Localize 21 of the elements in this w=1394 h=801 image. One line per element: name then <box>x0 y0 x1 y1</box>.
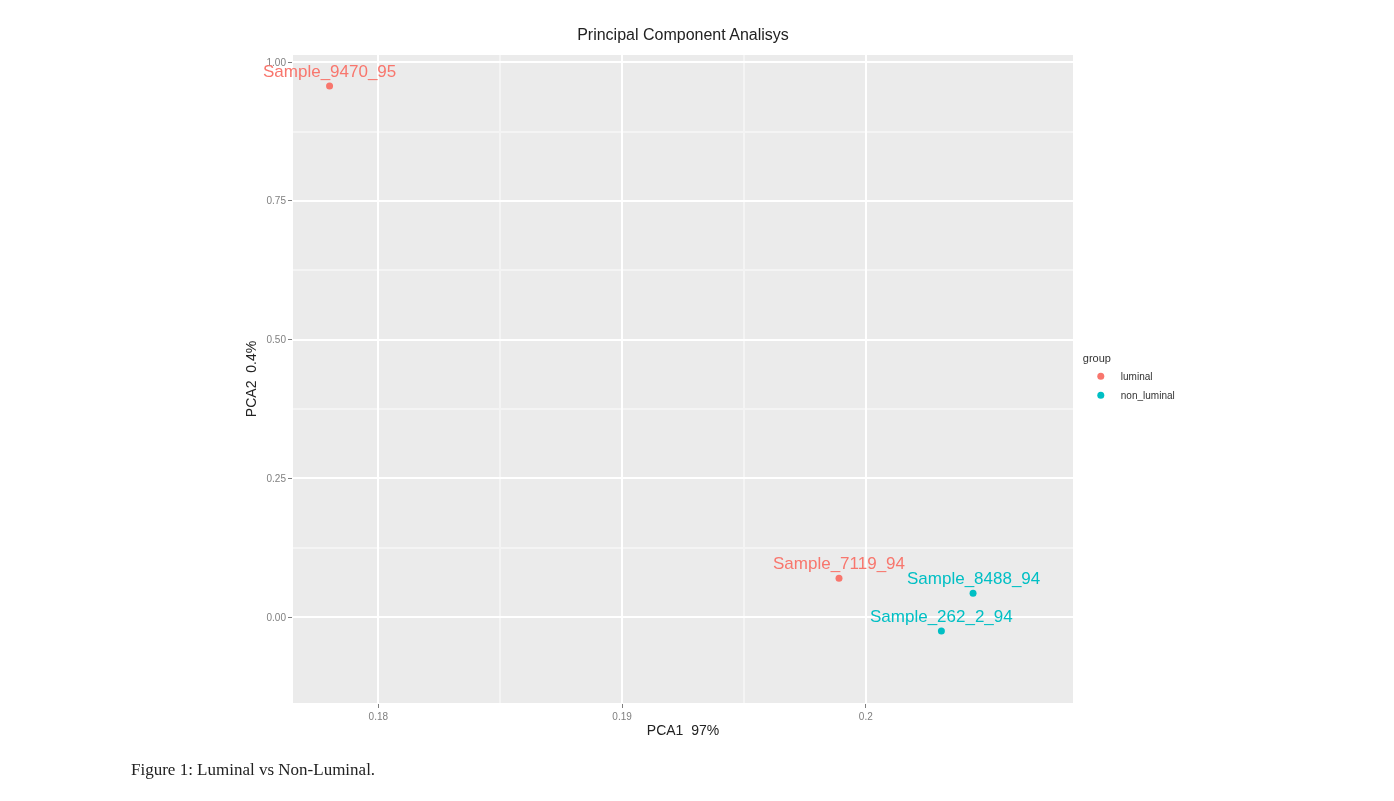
point <box>937 627 945 635</box>
y-tick-label: 0.75 <box>266 195 287 207</box>
point <box>835 574 843 582</box>
y-tick-label: 0.50 <box>266 334 287 346</box>
x-tick-label: 0.2 <box>858 711 874 722</box>
legend-label: luminal <box>1120 371 1153 383</box>
chart-title: Principal Component Analisys <box>577 26 789 43</box>
caption: Figure 1: Luminal vs Non-Luminal. <box>131 760 376 779</box>
y-tick-label: 0.25 <box>266 472 287 484</box>
x-tick-label: 0.18 <box>368 711 389 722</box>
point <box>969 589 977 597</box>
y-axis-title: PCA2 0.4% <box>243 340 260 418</box>
x-tick-label: 0.19 <box>612 711 633 722</box>
legend-title: group <box>1082 351 1111 364</box>
annotation: Sample_7119_94 <box>773 554 906 573</box>
x-axis-title: PCA1 97% <box>646 722 720 739</box>
annotation: Sample_262_2_94 <box>870 607 1013 626</box>
annotation: Sample_8488_94 <box>907 569 1041 588</box>
y-tick-label: 0.00 <box>266 611 287 623</box>
point <box>326 82 334 90</box>
legend-label: non_luminal <box>1120 390 1175 402</box>
